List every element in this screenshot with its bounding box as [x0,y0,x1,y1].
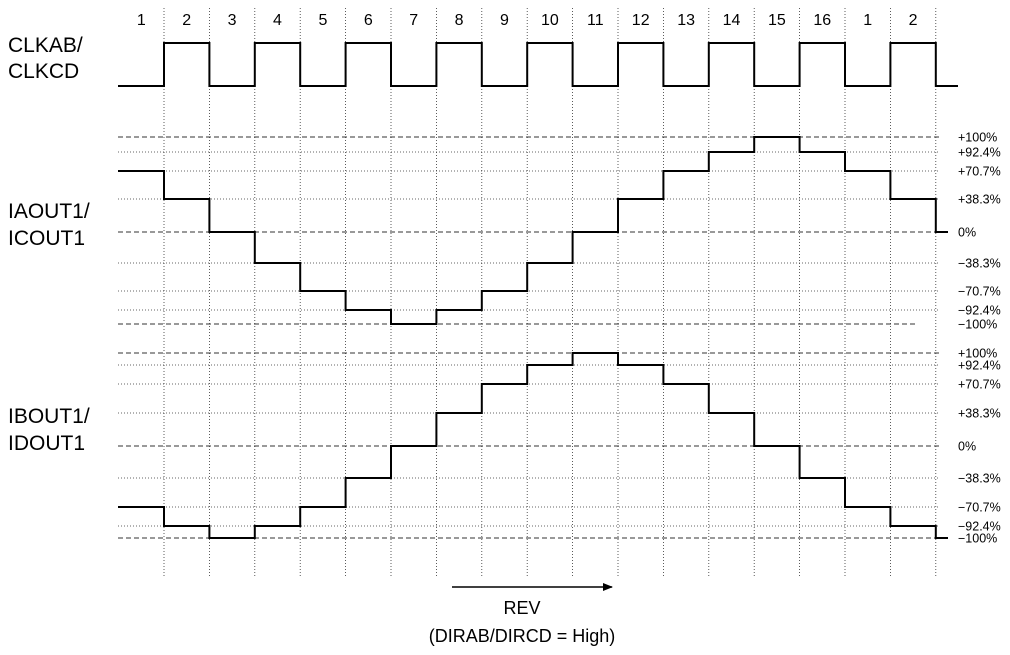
waveforms [118,42,958,539]
step-number: 15 [768,12,786,29]
level-label: −92.4% [958,520,1001,534]
step-number: 1 [863,12,872,29]
level-label: +92.4% [958,359,1001,373]
level-label: −70.7% [958,285,1001,299]
step-number: 8 [455,12,464,29]
level-label: +38.3% [958,407,1001,421]
panel-a-label-line1: IAOUT1/ [8,200,90,223]
step-number: 9 [500,12,509,29]
level-label: +70.7% [958,165,1001,179]
level-label: +100% [958,131,997,145]
level-label: −100% [958,532,997,546]
timing-grid [118,8,940,578]
level-label: 0% [958,440,976,454]
level-label: −70.7% [958,501,1001,515]
step-number: 11 [587,12,604,29]
step-number: 2 [182,12,191,29]
direction-condition: (DIRAB/DIRCD = High) [429,626,616,646]
level-labels: +100%+92.4%+70.7%+38.3%0%−38.3%−70.7%−92… [958,131,1001,546]
step-number: 1 [137,12,146,29]
step-number: 16 [813,12,831,29]
clock-waveform [118,42,958,87]
level-label: +92.4% [958,146,1001,160]
level-label: +100% [958,347,997,361]
panel-b-label-line2: IDOUT1 [8,432,85,455]
panel-a-current-waveform [118,136,948,325]
clock-label-line2: CLKCD [8,60,79,83]
step-number: 2 [909,12,918,29]
step-number: 12 [632,12,650,29]
step-number: 3 [228,12,237,29]
step-number: 14 [723,12,741,29]
step-number: 6 [364,12,373,29]
step-number: 13 [677,12,695,29]
panel-b-current-waveform [118,352,948,539]
step-number-row: 1 2 3 4 5 6 7 8 9 10 11 12 13 14 15 16 1 2 [137,12,918,29]
clock-label-line1: CLKAB/ [8,34,83,57]
step-number: 4 [273,12,282,29]
level-label: 0% [958,226,976,240]
level-label: +70.7% [958,378,1001,392]
step-number: 7 [409,12,418,29]
step-number: 5 [318,12,327,29]
panel-b-label-line1: IBOUT1/ [8,405,90,428]
direction-label: REV [503,598,540,618]
panel-a-label-line2: ICOUT1 [8,227,85,250]
level-label: −100% [958,318,997,332]
level-label: −38.3% [958,472,1001,486]
level-label: −38.3% [958,257,1001,271]
level-label: +38.3% [958,193,1001,207]
step-number: 10 [541,12,559,29]
level-label: −92.4% [958,304,1001,318]
